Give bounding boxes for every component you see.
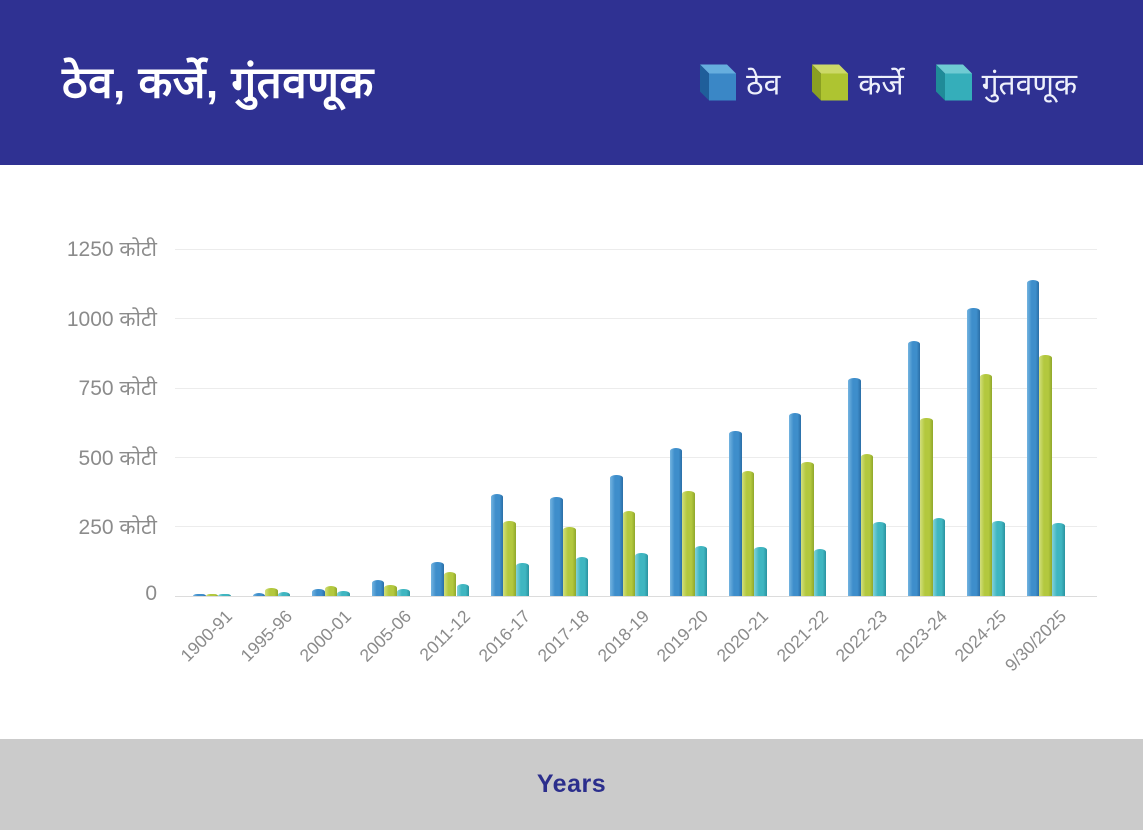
cube-icon: [935, 64, 972, 101]
gridline: [175, 318, 1097, 320]
bar-ठेव-2024-25: [967, 307, 980, 597]
y-tick-label: 250 कोटी: [78, 515, 157, 539]
bar-गुंतवणूक-1900-91: [218, 594, 231, 597]
bar-गुंतवणूक-2024-25: [992, 520, 1006, 597]
bar-गुंतवणूक-2016-17: [516, 562, 529, 597]
bar-गुंतवणूक-9/30/2025: [1052, 523, 1065, 597]
bar-गुंतवणूक-2000-01: [337, 591, 350, 597]
bar-कर्जे-2000-01: [324, 586, 338, 597]
gridline: [175, 457, 1097, 458]
bar-कर्जे-2023-24: [920, 418, 933, 597]
cube-icon: [812, 64, 849, 101]
bar-ठेव-2020-21: [729, 431, 742, 597]
bar-गुंतवणूक-2023-24: [932, 517, 946, 597]
bar-ठेव-2016-17: [490, 494, 504, 597]
bar-गुंतवणूक-2011-12: [456, 583, 470, 597]
gridline: [175, 248, 1097, 250]
gridline: [175, 387, 1097, 389]
bar-कर्जे-2021-22: [801, 462, 814, 597]
bar-ठेव-9/30/2025: [1026, 279, 1040, 597]
y-tick-label: 0: [145, 582, 157, 606]
bar-ठेव-2011-12: [431, 562, 444, 597]
bar-कर्जे-9/30/2025: [1039, 354, 1052, 597]
y-tick-label: 1000 कोटी: [66, 307, 157, 331]
bar-कर्जे-2011-12: [443, 572, 457, 597]
legend-item-investments: गुंतवणूक: [935, 62, 1077, 103]
bar-गुंतवणूक-2005-06: [396, 589, 410, 597]
bar-गुंतवणूक-2022-23: [873, 521, 886, 597]
chart-title: ठेव, कर्जे, गुंतवणूक: [62, 58, 374, 108]
bar-कर्जे-2017-18: [563, 527, 576, 597]
bar-कर्जे-2024-25: [979, 374, 993, 597]
bar-ठेव-2017-18: [550, 496, 563, 597]
x-axis-title: Years: [536, 770, 607, 798]
y-tick-label: 1250 कोटी: [66, 238, 157, 262]
x-axis-line: [175, 595, 1097, 597]
legend-label: कर्जे: [858, 68, 904, 101]
bar-ठेव-2000-01: [312, 588, 325, 597]
footer-band: Years: [0, 739, 1143, 830]
legend-label: ठेव: [746, 68, 781, 101]
legend-item-loans: कर्जे: [812, 62, 904, 103]
header-band: ठेव, कर्जे, गुंतवणूक ठेव कर्जे: [0, 0, 1143, 165]
bar-कर्जे-2020-21: [741, 470, 755, 597]
y-tick-label: 500 कोटी: [78, 446, 157, 470]
bar-ठेव-1900-91: [193, 594, 206, 597]
bar-कर्जे-2018-19: [622, 511, 636, 597]
bar-गुंतवणूक-2020-21: [754, 546, 767, 597]
bar-कर्जे-2022-23: [860, 453, 874, 597]
y-tick-label: 750 कोटी: [78, 377, 157, 401]
gridline: [175, 526, 1097, 528]
cube-icon: [700, 64, 737, 101]
bar-कर्जे-2016-17: [503, 521, 517, 597]
bar-ठेव-2019-20: [669, 448, 683, 597]
bar-गुंतवणूक-2017-18: [575, 557, 589, 597]
legend-item-deposits: ठेव: [700, 62, 780, 103]
bar-ठेव-2022-23: [848, 377, 861, 597]
bar-कर्जे-2019-20: [682, 491, 695, 597]
bar-कर्जे-1995-96: [265, 587, 278, 597]
bar-ठेव-2018-19: [609, 474, 623, 597]
bar-ठेव-2005-06: [371, 580, 385, 597]
bar-गुंतवणूक-2021-22: [813, 549, 827, 597]
legend-label: गुंतवणूक: [981, 68, 1077, 101]
bar-ठेव-1995-96: [252, 592, 266, 597]
bar-गुंतवणूक-2018-19: [635, 553, 648, 597]
bar-कर्जे-2005-06: [384, 585, 397, 597]
bar-ठेव-2023-24: [907, 340, 921, 597]
legend: ठेव कर्जे गुंतवणूक: [700, 62, 1077, 103]
bar-गुंतवणूक-2019-20: [694, 545, 708, 597]
bar-ठेव-2021-22: [788, 413, 802, 597]
bar-गुंतवणूक-1995-96: [277, 591, 291, 597]
bar-कर्जे-1900-91: [205, 593, 219, 597]
